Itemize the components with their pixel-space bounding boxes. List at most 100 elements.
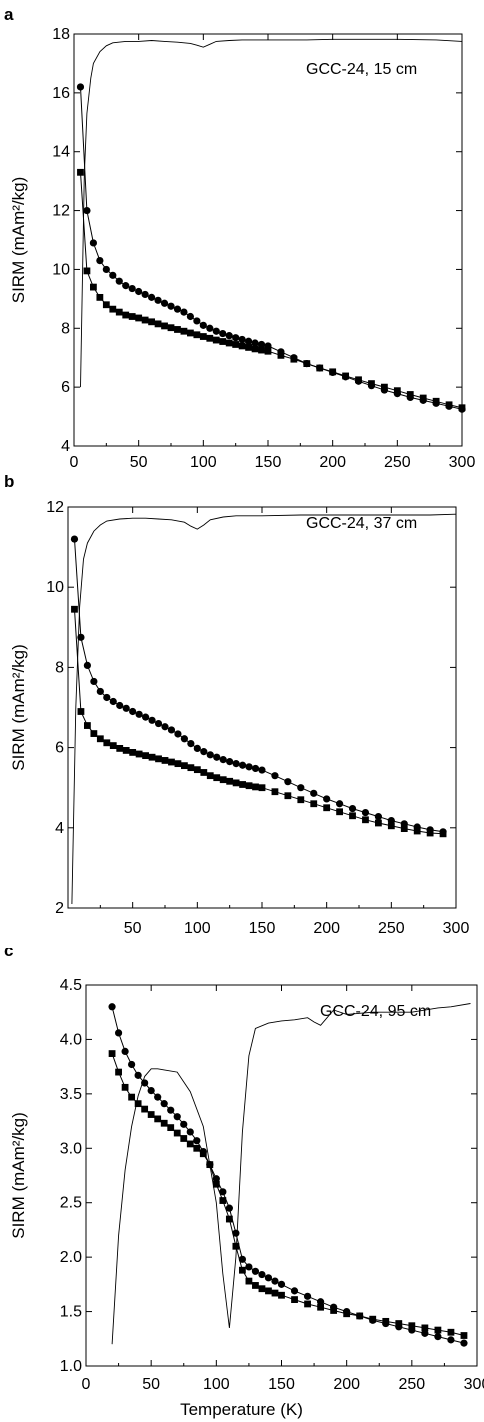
data-point-circle xyxy=(70,535,79,543)
data-point-square xyxy=(135,750,143,758)
data-point-square xyxy=(154,1115,162,1123)
y-tick-label: 6 xyxy=(55,740,64,757)
data-point-circle xyxy=(167,726,176,734)
data-point-square xyxy=(368,380,375,388)
data-point-circle xyxy=(186,1128,194,1136)
sample-annotation: GCC-24, 95 cm xyxy=(320,1003,431,1020)
data-point-circle xyxy=(310,789,318,797)
data-point-square xyxy=(342,372,349,380)
data-point-circle xyxy=(148,293,156,301)
x-tick-label: 250 xyxy=(384,454,411,471)
data-point-square xyxy=(219,776,227,784)
x-tick-label: 0 xyxy=(70,454,79,471)
y-tick-label: 8 xyxy=(61,320,70,337)
data-point-square xyxy=(232,1242,240,1250)
y-tick-label: 10 xyxy=(52,261,70,278)
data-point-circle xyxy=(160,1100,168,1108)
data-point-square xyxy=(148,318,155,326)
data-point-circle xyxy=(193,317,201,325)
data-point-circle xyxy=(129,707,137,716)
data-point-square xyxy=(290,355,298,363)
data-point-circle xyxy=(239,761,247,769)
y-tick-label: 4 xyxy=(61,438,70,455)
data-point-square xyxy=(103,739,111,747)
data-point-circle xyxy=(251,764,260,773)
data-point-square xyxy=(400,825,408,833)
data-point-square xyxy=(116,745,124,752)
data-point-circle xyxy=(154,296,162,304)
data-point-square xyxy=(356,1312,364,1320)
data-point-square xyxy=(102,301,110,309)
y-axis-label: SIRM (mAm²/kg) xyxy=(9,177,28,304)
data-point-square xyxy=(252,1282,259,1289)
data-point-square xyxy=(226,777,234,785)
data-point-square xyxy=(121,1083,129,1091)
data-point-square xyxy=(160,1119,168,1127)
x-axis-label: Temperature (K) xyxy=(161,946,284,948)
data-point-circle xyxy=(226,758,234,766)
data-point-square xyxy=(277,351,285,359)
data-point-circle xyxy=(186,312,194,321)
series-line-square xyxy=(111,1053,465,1336)
data-point-circle xyxy=(174,730,182,738)
y-tick-label: 2.5 xyxy=(60,1195,82,1212)
data-point-circle xyxy=(116,701,124,710)
data-point-square xyxy=(316,364,324,372)
data-point-square xyxy=(303,360,311,367)
data-point-square xyxy=(174,326,181,333)
x-tick-label: 200 xyxy=(313,920,340,937)
data-point-square xyxy=(84,722,91,729)
data-point-square xyxy=(460,1332,468,1339)
data-point-circle xyxy=(122,704,130,712)
data-point-square xyxy=(187,329,194,337)
data-point-circle xyxy=(421,1329,429,1337)
data-point-square xyxy=(148,753,156,761)
data-point-circle xyxy=(303,1292,312,1300)
data-point-circle xyxy=(122,282,130,290)
x-tick-label: 0 xyxy=(82,1376,91,1393)
data-point-square xyxy=(213,774,221,782)
y-tick-label: 16 xyxy=(52,85,70,102)
data-point-circle xyxy=(213,753,221,761)
data-point-square xyxy=(96,735,104,743)
series-line-derivative xyxy=(111,1003,471,1345)
data-point-circle xyxy=(297,784,305,792)
data-point-square xyxy=(419,394,427,402)
data-point-square xyxy=(413,827,421,835)
data-point-circle xyxy=(361,808,370,817)
x-tick-label: 250 xyxy=(398,1376,425,1393)
data-point-square xyxy=(206,772,214,780)
x-tick-label: 200 xyxy=(333,1376,360,1393)
data-point-circle xyxy=(225,332,233,340)
data-point-circle xyxy=(271,1277,279,1285)
data-point-circle xyxy=(317,1298,325,1306)
data-point-circle xyxy=(193,744,201,753)
data-point-square xyxy=(147,1111,155,1118)
data-point-circle xyxy=(90,677,98,686)
data-point-circle xyxy=(245,337,253,345)
data-point-square xyxy=(329,368,337,376)
data-point-circle xyxy=(290,1287,299,1295)
plot-frame xyxy=(73,33,463,447)
data-point-circle xyxy=(206,751,214,759)
y-tick-label: 2 xyxy=(55,900,64,917)
data-point-circle xyxy=(102,265,110,274)
data-point-square xyxy=(258,346,265,354)
data-point-square xyxy=(225,339,233,347)
data-point-square xyxy=(90,730,98,737)
data-point-square xyxy=(168,758,175,766)
series-line-derivative xyxy=(80,38,463,388)
sample-annotation: GCC-24, 15 cm xyxy=(306,61,417,78)
data-point-square xyxy=(239,781,246,788)
data-point-circle xyxy=(271,772,279,780)
data-point-square xyxy=(330,1307,338,1314)
data-point-circle xyxy=(167,1106,175,1114)
y-tick-label: 10 xyxy=(46,579,64,596)
y-tick-label: 18 xyxy=(52,26,70,43)
data-point-square xyxy=(239,1266,246,1274)
series-line-square xyxy=(74,609,444,835)
data-point-circle xyxy=(232,334,240,342)
data-point-square xyxy=(447,1328,455,1336)
chart-svg-b: b 50 100 150 200 250 300 2 4 6 8 10 12 Temperature (K… xyxy=(4,474,469,948)
data-point-square xyxy=(238,342,246,350)
